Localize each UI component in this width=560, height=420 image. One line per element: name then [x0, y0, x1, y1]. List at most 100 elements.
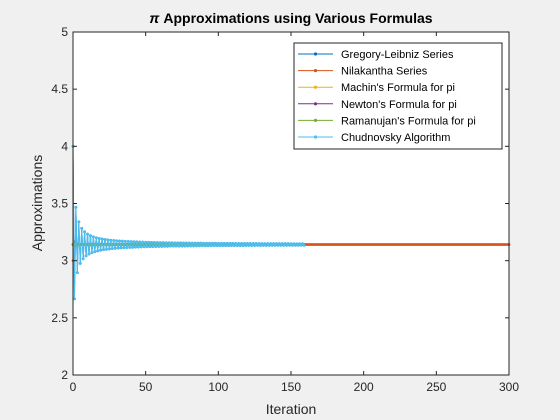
y-tick-label: 3.5: [51, 197, 68, 211]
x-tick-label: 200: [354, 380, 374, 394]
data-point: [129, 240, 133, 244]
y-axis-title: Approximations: [29, 155, 45, 252]
data-point: [182, 241, 185, 245]
data-point: [209, 244, 213, 248]
data-point: [184, 241, 188, 245]
data-point: [141, 240, 145, 244]
data-point: [171, 244, 175, 248]
x-tick-label: 100: [208, 380, 228, 394]
legend-label: Newton's Formula for pi: [341, 99, 457, 111]
data-point: [147, 240, 150, 244]
x-axis-title: Iteration: [266, 401, 317, 417]
data-point: [80, 226, 84, 230]
x-tick-label: 50: [139, 380, 153, 394]
data-point: [243, 242, 246, 245]
data-point: [97, 237, 101, 240]
data-point: [152, 241, 156, 244]
legend-swatch-marker: [313, 118, 318, 122]
data-point: [211, 241, 214, 245]
data-point: [123, 239, 127, 243]
x-tick-label: 250: [426, 380, 446, 394]
data-point: [158, 241, 162, 245]
data-point: [128, 245, 132, 249]
data-point: [205, 241, 209, 245]
data-point: [235, 244, 239, 247]
data-point: [221, 244, 225, 247]
legend-label: Chudnovsky Algorithm: [341, 132, 450, 144]
series-layer: [71, 144, 511, 301]
data-point: [81, 257, 85, 261]
data-point: [83, 230, 87, 234]
data-point: [187, 241, 191, 245]
data-point: [216, 241, 220, 245]
data-point: [199, 241, 203, 245]
data-point: [89, 234, 92, 238]
data-point: [135, 240, 139, 244]
data-point: [145, 245, 149, 249]
data-point: [86, 232, 89, 236]
data-point: [196, 241, 200, 245]
data-point: [118, 239, 121, 243]
legend-entry: Gregory-Leibniz Series: [298, 49, 454, 61]
data-point: [125, 246, 129, 249]
data-point: [109, 238, 113, 242]
axes: 0 50 100 150 200 250 300 2 2.5 3 3.5 4 4.5 5: [51, 25, 519, 394]
legend: Gregory-Leibniz Series Nilakantha Series M…: [293, 42, 503, 150]
legend-swatch-marker: [313, 135, 318, 139]
data-point: [241, 244, 245, 247]
data-point: [202, 241, 206, 245]
data-point: [139, 245, 143, 249]
data-point: [192, 244, 196, 248]
data-point: [228, 242, 232, 245]
y-tick-label: 2.5: [51, 311, 68, 325]
legend-entry: Newton's Formula for pi: [298, 99, 457, 111]
data-point: [167, 241, 171, 245]
data-point: [225, 242, 229, 245]
data-point: [91, 235, 95, 239]
data-point: [302, 243, 306, 247]
data-point: [74, 205, 78, 209]
data-point: [73, 297, 76, 301]
series-6: [71, 144, 306, 301]
y-tick-label: 2: [61, 368, 68, 382]
data-point: [93, 250, 97, 254]
data-point: [227, 244, 230, 247]
data-point: [99, 248, 103, 252]
data-point: [193, 241, 197, 245]
data-point: [179, 241, 182, 245]
legend-entry: Machin's Formula for pi: [298, 82, 455, 94]
data-point: [94, 236, 98, 240]
data-point: [163, 244, 166, 248]
data-point: [161, 241, 165, 245]
y-tick-label: 3: [61, 254, 68, 268]
data-point: [119, 246, 123, 250]
data-point: [137, 245, 140, 249]
data-point: [90, 251, 94, 255]
data-point: [160, 244, 164, 248]
data-point: [134, 245, 137, 249]
legend-box: [293, 42, 503, 150]
legend-label: Machin's Formula for pi: [341, 82, 455, 94]
data-point: [77, 220, 81, 224]
data-point: [116, 246, 120, 250]
title-text: Approximations using Various Formulas: [163, 10, 432, 26]
data-point: [96, 249, 100, 253]
title-pi-symbol: π: [149, 10, 160, 26]
data-point: [219, 241, 223, 245]
legend-swatch-marker: [313, 102, 318, 106]
data-point: [100, 237, 104, 241]
legend-label: Nilakantha Series: [341, 66, 428, 78]
data-point: [144, 240, 148, 244]
data-point: [138, 240, 142, 244]
data-point: [237, 242, 241, 245]
data-point: [222, 241, 226, 245]
data-point: [203, 244, 207, 248]
data-point: [234, 242, 238, 245]
data-point: [190, 241, 194, 245]
data-point: [112, 239, 116, 242]
data-point: [230, 244, 233, 247]
legend-entry: Ramanujan's Formula for pi: [298, 115, 476, 127]
data-point: [214, 241, 217, 245]
data-point: [105, 247, 108, 251]
legend-swatch-marker: [313, 85, 318, 89]
